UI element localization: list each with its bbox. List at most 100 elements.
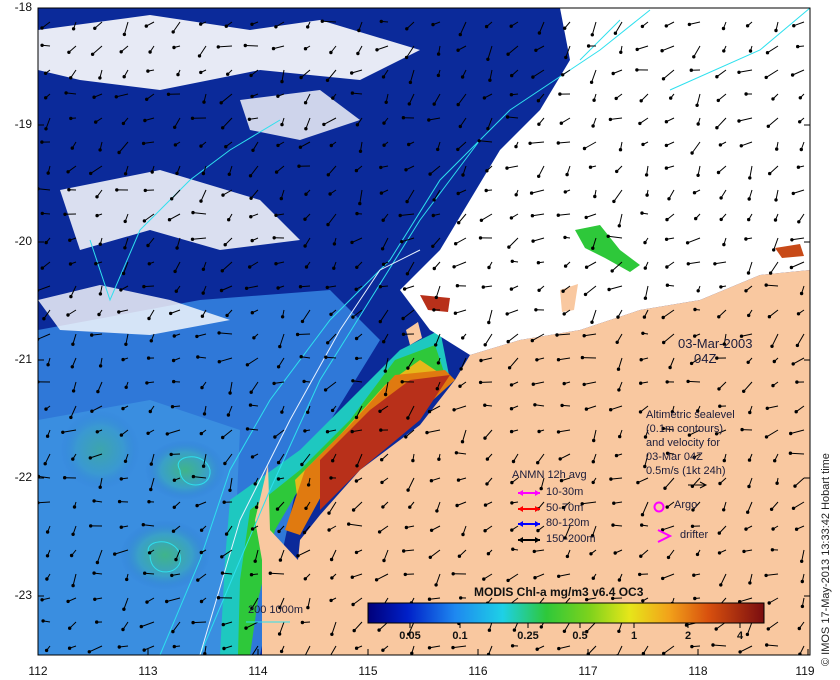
velocity-arrow-head (486, 126, 490, 131)
velocity-arrow (405, 429, 415, 438)
velocity-arrow-head (557, 574, 561, 578)
velocity-arrow-head (719, 583, 723, 587)
velocity-arrow-head (402, 287, 407, 291)
velocity-arrow-head (201, 291, 205, 295)
velocity-arrow-head (748, 581, 752, 585)
velocity-arrow-head (352, 628, 356, 633)
velocity-arrow-head (274, 262, 278, 266)
velocity-arrow-head (509, 407, 514, 411)
velocity-arrow-head (744, 237, 748, 241)
velocity-arrow-head (166, 92, 171, 97)
velocity-arrow-head (195, 503, 199, 508)
velocity-arrow (738, 69, 753, 73)
velocity-arrow-head (488, 78, 492, 82)
velocity-arrow-head (506, 578, 510, 583)
velocity-arrow (435, 573, 441, 586)
velocity-arrow (171, 189, 181, 200)
velocity-arrow-head (641, 142, 645, 147)
velocity-arrow-head (456, 478, 461, 482)
velocity-arrow (116, 93, 129, 98)
velocity-arrow-head (716, 98, 720, 103)
velocity-arrow (327, 69, 337, 81)
velocity-arrow-head (764, 435, 769, 439)
velocity-arrow (123, 261, 129, 274)
velocity-arrow-head (329, 476, 333, 480)
velocity-arrow (245, 45, 259, 47)
velocity-arrow-head (768, 271, 773, 275)
velocity-arrow (584, 333, 597, 337)
velocity-arrow-head (486, 552, 491, 556)
colorbar (367, 602, 765, 624)
velocity-arrow-head (88, 456, 93, 460)
velocity-arrow-head (330, 632, 334, 636)
velocity-arrow-head (745, 632, 750, 637)
velocity-arrow-head (556, 213, 560, 217)
velocity-arrow-head (322, 122, 326, 127)
velocity-arrow (281, 69, 285, 82)
anmn-legend-label: 50-70m (546, 502, 584, 514)
velocity-arrow-head (742, 549, 746, 554)
velocity-arrow (352, 597, 363, 605)
velocity-arrow-head (299, 355, 303, 359)
velocity-arrow (279, 333, 285, 347)
velocity-arrow (406, 261, 415, 275)
velocity-arrow-head (614, 453, 619, 458)
velocity-arrow (141, 621, 155, 628)
velocity-arrow-head (117, 150, 121, 155)
velocity-arrow-head (300, 319, 305, 324)
velocity-arrow-head (505, 115, 510, 119)
velocity-arrow-head (687, 22, 692, 27)
velocity-arrow-head (791, 191, 795, 196)
velocity-arrow-head (536, 528, 540, 533)
velocity-arrow-head (350, 240, 354, 245)
velocity-arrow-head (536, 461, 540, 465)
bloom-patch (575, 225, 640, 272)
velocity-arrow-head (69, 116, 73, 121)
velocity-arrow (738, 117, 753, 122)
altimetry-line: 0.5m/s (1kt 24h) (646, 465, 726, 477)
velocity-arrow-head (271, 46, 276, 51)
velocity-arrow-head (40, 211, 44, 216)
velocity-arrow-head (171, 629, 175, 634)
velocity-arrow (38, 188, 51, 191)
velocity-arrow-head (296, 554, 300, 558)
velocity-arrow (532, 69, 545, 78)
velocity-arrow-head (509, 383, 514, 387)
velocity-arrow-head (487, 265, 491, 270)
velocity-arrow-head (44, 127, 48, 131)
velocity-arrow (532, 237, 545, 242)
velocity-arrow-head (793, 484, 797, 488)
velocity-arrow (556, 333, 571, 336)
velocity-arrow-head (434, 295, 438, 300)
velocity-arrow (714, 261, 727, 265)
velocity-arrow-head (692, 55, 696, 59)
velocity-arrow (323, 117, 337, 125)
velocity-arrow (169, 213, 181, 221)
velocity-arrow (192, 237, 207, 240)
velocity-arrow-head (585, 630, 589, 634)
velocity-arrow-head (221, 126, 225, 130)
velocity-arrow-head (715, 356, 719, 360)
velocity-arrow-head (590, 33, 594, 37)
velocity-arrow-head (69, 553, 74, 558)
velocity-arrow-head (479, 218, 484, 223)
velocity-arrow-head (642, 315, 647, 319)
velocity-arrow-head (217, 331, 221, 335)
velocity-arrow-head (684, 623, 689, 627)
velocity-arrow-head (643, 240, 647, 245)
velocity-arrow-head (98, 485, 102, 489)
velocity-arrow-head (98, 292, 103, 296)
bloom-patch (775, 244, 804, 258)
velocity-arrow (174, 117, 181, 128)
velocity-arrow (480, 357, 493, 361)
velocity-arrow-head (608, 117, 613, 122)
velocity-arrow (406, 189, 415, 202)
velocity-arrow (791, 261, 805, 268)
velocity-arrow (692, 501, 701, 511)
velocity-arrow-head (432, 198, 436, 202)
velocity-arrow (608, 235, 623, 239)
velocity-arrow-head (773, 459, 777, 463)
velocity-arrow-head (40, 26, 44, 30)
velocity-arrow-head (737, 70, 741, 75)
velocity-arrow-head (483, 343, 487, 347)
